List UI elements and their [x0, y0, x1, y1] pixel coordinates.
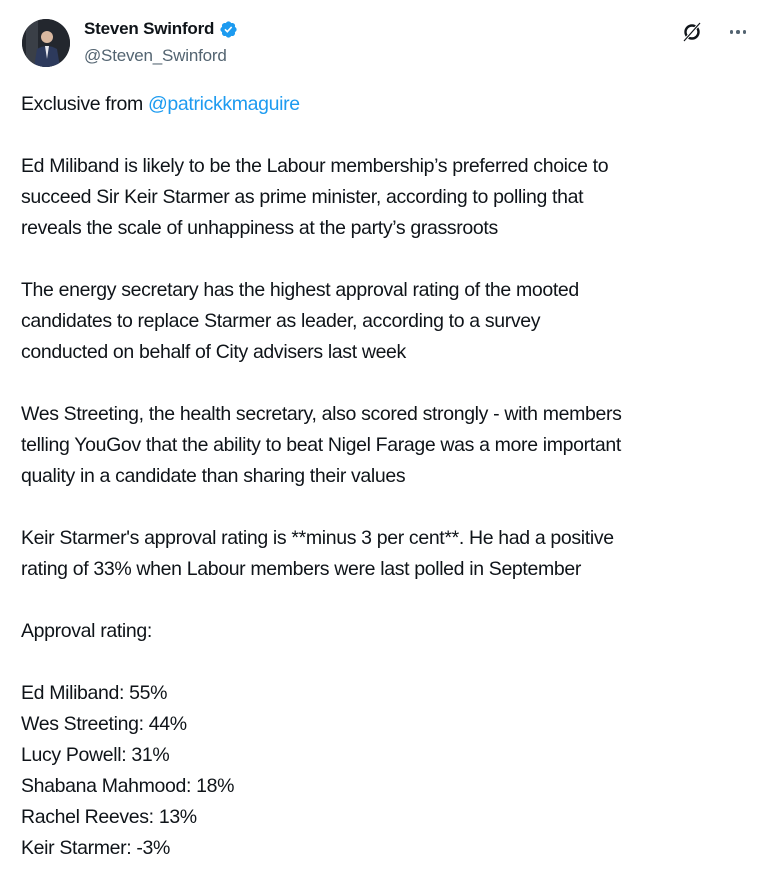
grok-icon — [682, 22, 702, 42]
tweet-paragraph: The energy secretary has the highest app… — [21, 275, 622, 368]
avatar-image — [22, 19, 70, 67]
tweet-paragraph: Approval rating: — [21, 616, 622, 647]
tweet-paragraph: Ed Miliband: 55% Wes Streeting: 44% Lucy P… — [21, 678, 622, 864]
author-handle[interactable]: @Steven_Swinford — [84, 46, 227, 65]
verified-badge-icon — [220, 20, 237, 38]
more-button[interactable] — [724, 20, 752, 44]
tweet-line: Rachel Reeves: 13% — [21, 806, 197, 828]
tweet-paragraph: Wes Streeting, the health secretary, als… — [21, 399, 622, 492]
tweet-line: rating of 33% when Labour members were l… — [21, 558, 582, 580]
tweet-paragraph: Keir Starmer's approval rating is **minu… — [21, 523, 622, 585]
author-name-row: Steven Swinford — [84, 19, 238, 39]
tweet-line: Wes Streeting: 44% — [21, 713, 187, 735]
paragraph-gap — [21, 368, 622, 399]
paragraph-gap — [21, 492, 622, 523]
tweet-line: Wes Streeting, the health secretary, als… — [21, 403, 622, 425]
tweet-line: Lucy Powell: 31% — [21, 744, 170, 766]
paragraph-gap — [21, 120, 622, 151]
paragraph-gap — [21, 647, 622, 678]
tweet-line: reveals the scale of unhappiness at the … — [21, 217, 498, 239]
tweet-line: Shabana Mahmood: 18% — [21, 775, 235, 797]
avatar[interactable] — [22, 19, 70, 67]
author-name[interactable]: Steven Swinford — [84, 19, 215, 38]
tweet-line: conducted on behalf of City advisers las… — [21, 341, 406, 363]
tweet-line: succeed Sir Keir Starmer as prime minist… — [21, 186, 584, 208]
tweet-text: Exclusive from @patrickkmaguire Ed Milib… — [21, 89, 622, 864]
paragraph-gap — [21, 585, 622, 616]
grok-button[interactable] — [680, 20, 704, 44]
paragraph-gap — [21, 244, 622, 275]
tweet-line: Approval rating: — [21, 620, 152, 642]
tweet-intro-line: Exclusive from @patrickkmaguire — [21, 93, 300, 115]
more-icon — [729, 30, 734, 34]
tweet-line: Ed Miliband is likely to be the Labour m… — [21, 155, 609, 177]
tweet-line: quality in a candidate than sharing thei… — [21, 465, 406, 487]
tweet-line: telling YouGov that the ability to beat … — [21, 434, 621, 456]
tweet-line: Ed Miliband: 55% — [21, 682, 168, 704]
tweet-line: Keir Starmer: -3% — [21, 837, 171, 859]
mention-link[interactable]: @patrickkmaguire — [147, 93, 300, 115]
tweet-line: The energy secretary has the highest app… — [21, 279, 579, 301]
tweet-line: candidates to replace Starmer as leader,… — [21, 310, 541, 332]
tweet-line: Keir Starmer's approval rating is **minu… — [21, 527, 614, 549]
tweet-paragraph: Ed Miliband is likely to be the Labour m… — [21, 151, 622, 244]
